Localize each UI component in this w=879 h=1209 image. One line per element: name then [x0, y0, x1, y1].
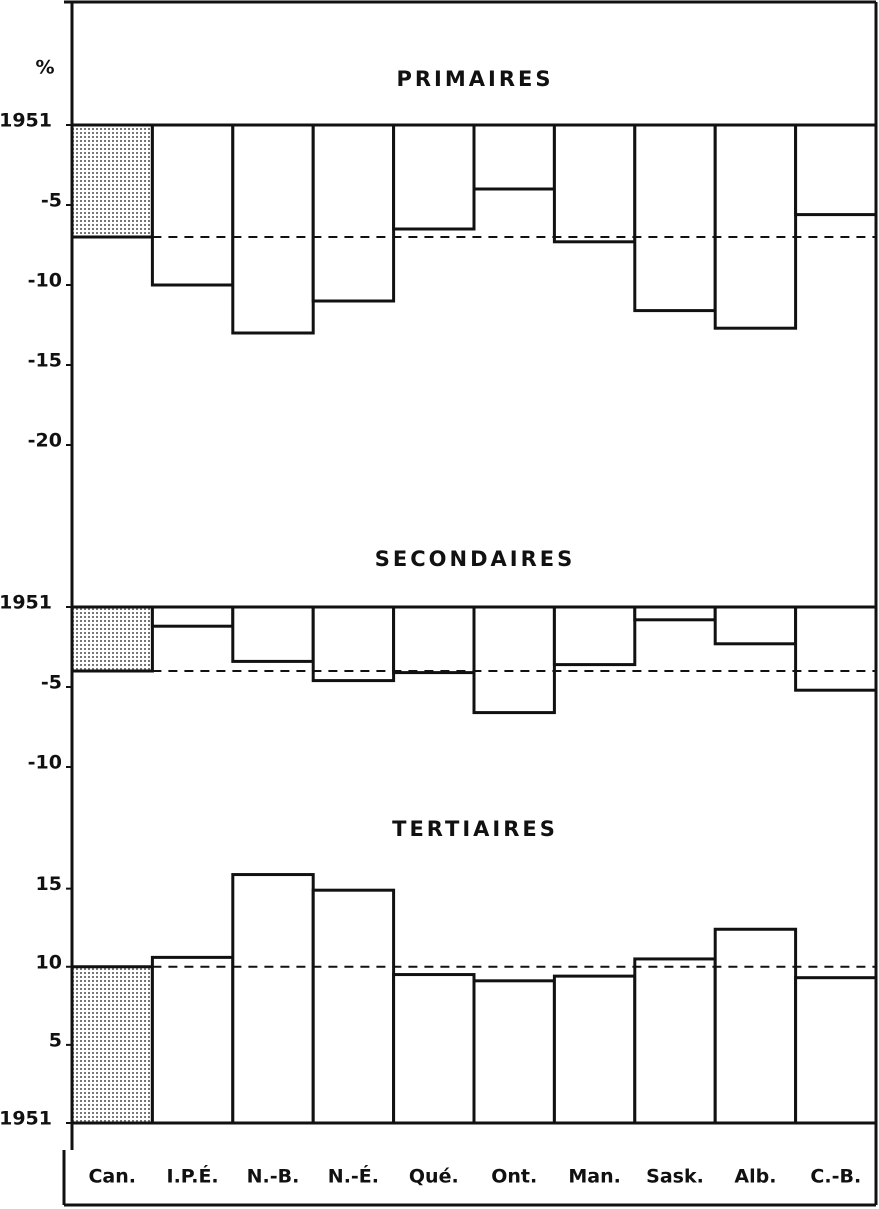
y-tick-label: -5: [41, 672, 62, 694]
y-axis-label: %: [35, 57, 54, 79]
bar: [231, 123, 315, 335]
x-tick-label: C.-B.: [810, 1166, 861, 1188]
bar: [70, 965, 154, 1125]
bar: [552, 123, 637, 244]
bar: [472, 979, 556, 1125]
y-tick-label: -5: [41, 190, 62, 212]
bar: [472, 123, 556, 191]
y-tick-label: 1951: [0, 1108, 52, 1130]
bar: [794, 976, 878, 1125]
bar: [392, 123, 476, 231]
bar: [552, 605, 637, 667]
bar: [794, 605, 878, 692]
x-tick-label: Qué.: [409, 1166, 459, 1188]
y-tick-label: -10: [28, 752, 62, 774]
bar: [392, 605, 476, 675]
bar: [794, 123, 878, 217]
x-tick-label: Sask.: [646, 1166, 704, 1188]
x-tick-label: Can.: [88, 1166, 136, 1188]
x-tick-label: N.-B.: [247, 1166, 300, 1188]
panel-title: PRIMAIRES: [397, 67, 554, 91]
y-tick-label: 1951: [0, 110, 52, 132]
panel-title: TERTIAIRES: [392, 817, 558, 841]
bar: [311, 123, 396, 303]
bar: [231, 873, 315, 1125]
y-tick-label: -20: [28, 430, 62, 452]
bar: [713, 605, 798, 646]
bar: [392, 973, 476, 1125]
bar: [150, 123, 235, 287]
bar: [70, 605, 154, 673]
bar: [231, 605, 315, 663]
y-tick-label: 1951: [0, 592, 52, 614]
y-tick-label: -15: [28, 350, 62, 372]
x-tick-label: Man.: [568, 1166, 620, 1188]
bar: [633, 123, 717, 313]
bar: [472, 605, 556, 715]
y-tick-label: -10: [28, 270, 62, 292]
x-tick-label: I.P.É.: [167, 1165, 219, 1188]
bar: [633, 957, 717, 1125]
bar: [150, 605, 235, 628]
panel-title: SECONDAIRES: [375, 547, 575, 571]
y-tick-label: 10: [36, 951, 62, 973]
y-tick-label: 15: [36, 873, 62, 895]
bar: [311, 605, 396, 683]
bar: [552, 974, 637, 1125]
y-tick-label: 5: [49, 1029, 62, 1051]
bar: [713, 927, 798, 1125]
bar: [633, 605, 717, 622]
bar: [713, 123, 798, 330]
x-tick-label: Ont.: [491, 1166, 537, 1188]
x-tick-label: N.-É.: [328, 1165, 379, 1188]
bar: [70, 123, 154, 239]
x-tick-label: Alb.: [734, 1166, 776, 1188]
bar: [311, 888, 396, 1125]
bar: [150, 955, 235, 1125]
